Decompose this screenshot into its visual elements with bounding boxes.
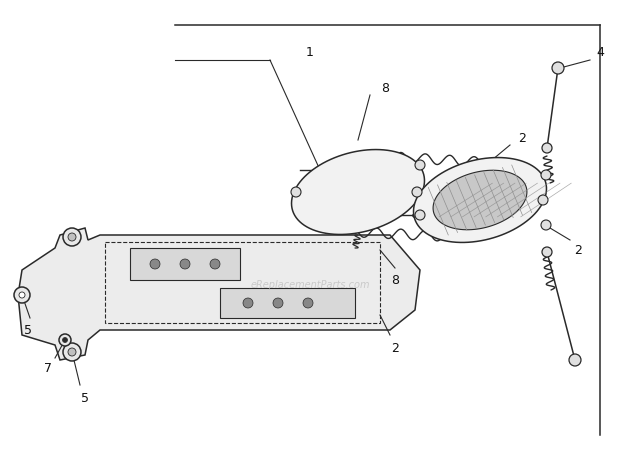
Circle shape bbox=[19, 292, 25, 298]
Circle shape bbox=[542, 143, 552, 153]
Circle shape bbox=[150, 259, 160, 269]
Text: LH: LH bbox=[204, 253, 226, 267]
Text: 8: 8 bbox=[381, 81, 389, 95]
Circle shape bbox=[243, 298, 253, 308]
Circle shape bbox=[63, 343, 81, 361]
Text: 5: 5 bbox=[81, 392, 89, 404]
Polygon shape bbox=[130, 248, 240, 280]
Circle shape bbox=[291, 187, 301, 197]
Text: RH: RH bbox=[308, 294, 332, 309]
Circle shape bbox=[180, 259, 190, 269]
Text: 5: 5 bbox=[24, 324, 32, 336]
Circle shape bbox=[415, 210, 425, 220]
Circle shape bbox=[68, 348, 76, 356]
Circle shape bbox=[415, 160, 425, 170]
Polygon shape bbox=[220, 288, 355, 318]
Circle shape bbox=[541, 220, 551, 230]
Text: 8: 8 bbox=[391, 273, 399, 287]
Text: 2: 2 bbox=[391, 341, 399, 355]
Circle shape bbox=[59, 334, 71, 346]
Circle shape bbox=[63, 338, 68, 342]
Circle shape bbox=[412, 187, 422, 197]
Polygon shape bbox=[433, 170, 527, 230]
Circle shape bbox=[63, 228, 81, 246]
Circle shape bbox=[303, 298, 313, 308]
Circle shape bbox=[538, 195, 548, 205]
Text: 2: 2 bbox=[574, 244, 582, 256]
Circle shape bbox=[68, 233, 76, 241]
Circle shape bbox=[541, 170, 551, 180]
Text: 7: 7 bbox=[44, 361, 52, 374]
Text: 6: 6 bbox=[144, 264, 152, 276]
Text: 1: 1 bbox=[306, 46, 314, 58]
Circle shape bbox=[14, 287, 30, 303]
Circle shape bbox=[542, 247, 552, 257]
Polygon shape bbox=[18, 228, 420, 360]
Circle shape bbox=[569, 354, 581, 366]
Text: 3: 3 bbox=[456, 212, 464, 224]
Circle shape bbox=[273, 298, 283, 308]
Text: 2: 2 bbox=[518, 132, 526, 144]
Polygon shape bbox=[291, 149, 425, 234]
Text: 4: 4 bbox=[596, 46, 604, 58]
Circle shape bbox=[210, 259, 220, 269]
Circle shape bbox=[552, 62, 564, 74]
Text: eReplacementParts.com: eReplacementParts.com bbox=[250, 280, 370, 290]
Polygon shape bbox=[414, 158, 546, 242]
